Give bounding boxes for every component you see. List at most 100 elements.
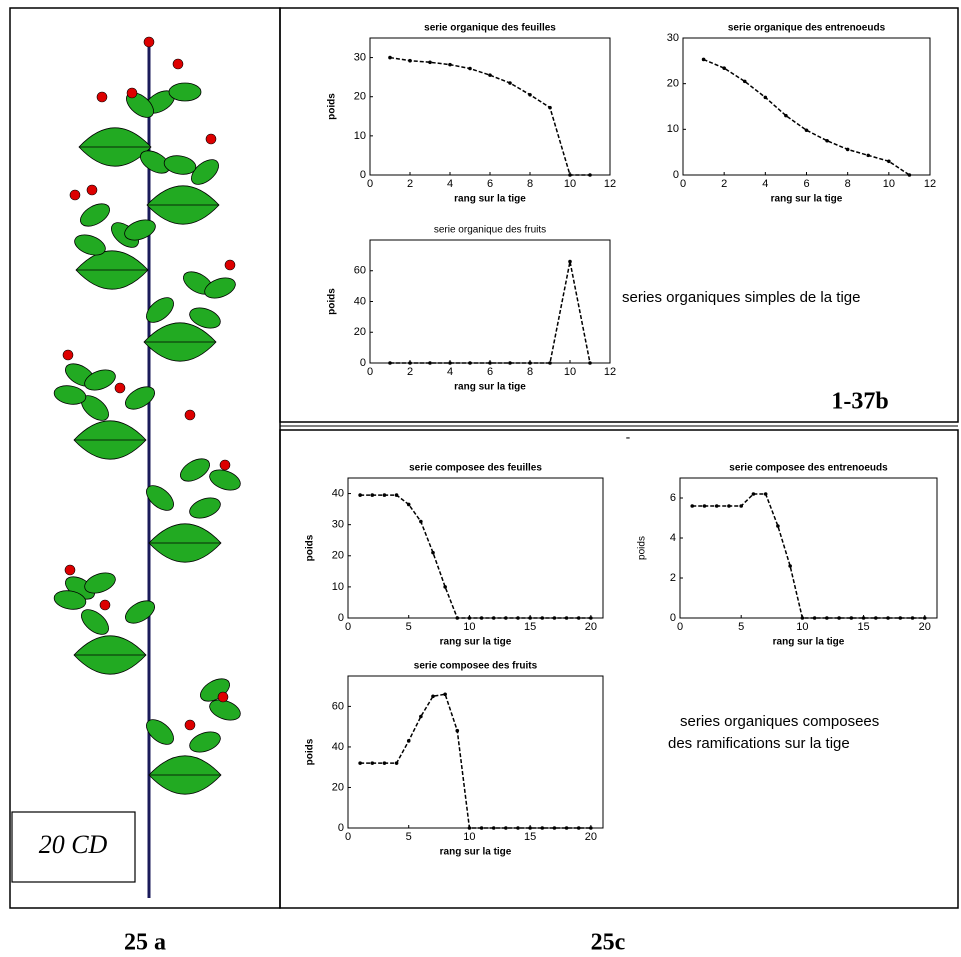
y-tick-label: 0 bbox=[338, 822, 344, 834]
y-tick-label: 30 bbox=[354, 51, 366, 63]
plot-area bbox=[679, 477, 938, 619]
series-line bbox=[389, 56, 590, 176]
point bbox=[714, 504, 719, 508]
point bbox=[479, 826, 484, 830]
point bbox=[552, 826, 557, 830]
chart-title: serie composee des fruits bbox=[414, 661, 538, 672]
point bbox=[491, 826, 496, 830]
x-tick-label: 20 bbox=[919, 621, 931, 633]
leaflet bbox=[124, 219, 156, 241]
leaflet bbox=[125, 600, 155, 624]
x-tick-label: 6 bbox=[803, 178, 809, 190]
leaflet bbox=[168, 82, 202, 102]
x-axis-label: rang sur la tige bbox=[771, 194, 843, 205]
leaflet bbox=[209, 699, 241, 721]
plot-area bbox=[682, 37, 931, 176]
x-tick-label: 20 bbox=[585, 831, 597, 843]
y-tick-label: 30 bbox=[667, 32, 679, 44]
leaflet bbox=[53, 385, 87, 405]
point bbox=[568, 173, 572, 177]
chart-title: serie composee des entrenoeuds bbox=[729, 463, 888, 474]
point bbox=[428, 361, 432, 365]
y-tick-label: 60 bbox=[354, 265, 366, 277]
y-tick-label: 2 bbox=[670, 572, 676, 584]
y-tick-label: 20 bbox=[332, 781, 344, 793]
point bbox=[394, 761, 399, 765]
leaflet bbox=[191, 159, 219, 185]
x-tick-label: 8 bbox=[527, 366, 533, 378]
x-tick-label: 5 bbox=[406, 831, 412, 843]
x-tick-label: 0 bbox=[367, 178, 373, 190]
point bbox=[702, 504, 707, 508]
leaflet bbox=[189, 307, 221, 329]
point bbox=[408, 361, 412, 365]
point bbox=[419, 714, 423, 719]
point bbox=[804, 128, 809, 133]
x-tick-label: 12 bbox=[604, 366, 616, 378]
caption-composed: series organiques composees bbox=[680, 713, 879, 730]
point bbox=[845, 147, 850, 152]
point bbox=[508, 81, 512, 85]
x-tick-label: 5 bbox=[738, 621, 744, 633]
point bbox=[504, 616, 508, 620]
point bbox=[528, 826, 532, 830]
point bbox=[576, 826, 581, 830]
point bbox=[370, 761, 375, 765]
point bbox=[388, 361, 392, 365]
point bbox=[784, 113, 788, 118]
chart-title: serie organique des fruits bbox=[434, 225, 546, 236]
x-axis-label: rang sur la tige bbox=[454, 194, 526, 205]
y-axis-label: poids bbox=[327, 288, 338, 315]
point bbox=[727, 504, 731, 508]
x-tick-label: 4 bbox=[447, 366, 453, 378]
series-line bbox=[692, 493, 925, 619]
x-tick-label: 0 bbox=[677, 621, 683, 633]
leaflet bbox=[84, 572, 116, 594]
y-tick-label: 40 bbox=[332, 487, 344, 499]
y-tick-label: 30 bbox=[332, 519, 344, 531]
y-tick-label: 0 bbox=[338, 612, 344, 624]
point bbox=[568, 259, 572, 264]
x-tick-label: 2 bbox=[407, 366, 413, 378]
point bbox=[922, 616, 927, 620]
point bbox=[358, 761, 362, 765]
point bbox=[443, 692, 447, 697]
y-axis-label: poids bbox=[305, 738, 316, 765]
flower bbox=[126, 87, 138, 99]
x-tick-label: 20 bbox=[585, 621, 597, 633]
y-axis-label: poids bbox=[305, 534, 316, 561]
point bbox=[825, 616, 829, 620]
x-tick-label: 0 bbox=[345, 831, 351, 843]
point bbox=[564, 616, 569, 620]
point bbox=[406, 739, 411, 743]
point bbox=[488, 361, 492, 365]
point bbox=[548, 105, 552, 110]
point bbox=[455, 728, 460, 733]
point bbox=[528, 616, 532, 620]
point bbox=[552, 616, 557, 620]
point bbox=[455, 616, 460, 620]
point bbox=[866, 153, 871, 158]
point bbox=[763, 95, 768, 100]
series-line bbox=[360, 494, 591, 619]
point bbox=[849, 616, 854, 620]
point bbox=[491, 616, 496, 620]
point bbox=[540, 616, 545, 620]
panel-c-label: 25c bbox=[591, 930, 626, 956]
x-axis-label: rang sur la tige bbox=[440, 847, 512, 858]
flower bbox=[64, 564, 76, 576]
flower bbox=[172, 58, 184, 70]
point bbox=[468, 361, 472, 365]
point bbox=[370, 493, 375, 497]
point bbox=[825, 138, 829, 143]
point bbox=[540, 826, 545, 830]
point bbox=[419, 519, 423, 524]
point bbox=[739, 504, 743, 508]
flower bbox=[184, 409, 196, 421]
x-tick-label: 0 bbox=[680, 178, 686, 190]
panel-b-frame bbox=[279, 7, 959, 423]
point bbox=[887, 159, 891, 164]
point bbox=[588, 361, 592, 365]
y-tick-label: 10 bbox=[332, 581, 344, 593]
leaflet bbox=[146, 297, 174, 323]
